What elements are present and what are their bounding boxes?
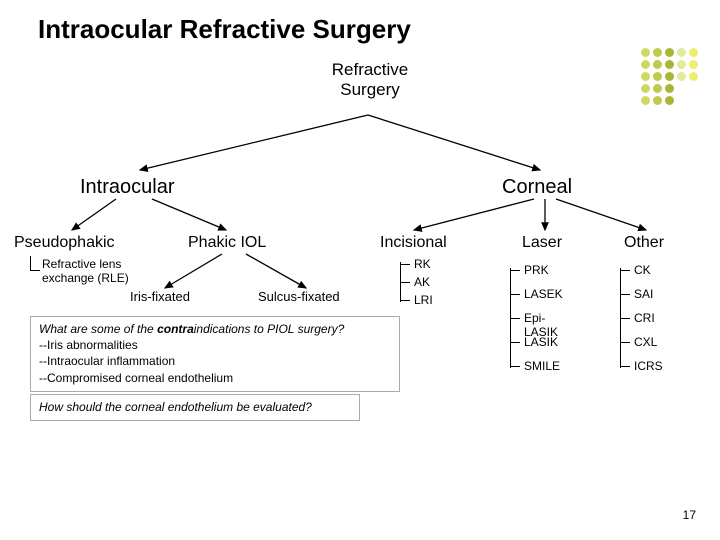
page-number: 17	[683, 508, 696, 522]
node-incisional: Incisional	[380, 234, 447, 252]
decor-dot	[653, 96, 662, 105]
node-pseudophakic: Pseudophakic	[14, 234, 115, 252]
bracket-h	[510, 366, 520, 367]
node-laser: Laser	[522, 234, 562, 252]
decor-dot	[677, 48, 686, 57]
decor-dot	[641, 96, 650, 105]
node-root: RefractiveSurgery	[310, 60, 430, 99]
bracket-h	[620, 270, 630, 271]
decor-dot	[641, 72, 650, 81]
node-sulcus-fixated: Sulcus-fixated	[258, 290, 340, 305]
qa1-question: What are some of the contraindications t…	[39, 321, 391, 337]
decor-dot	[641, 48, 650, 57]
decor-dot	[641, 84, 650, 93]
qa1-q-suffix: indications to PIOL surgery?	[194, 322, 345, 336]
decor-dot	[653, 48, 662, 57]
decor-dot	[665, 84, 674, 93]
decor-dot	[665, 72, 674, 81]
decor-dot-grid	[641, 48, 698, 105]
list-item: LRI	[414, 294, 433, 308]
decor-dot	[665, 60, 674, 69]
decor-dot	[665, 96, 674, 105]
list-item: SMILE	[524, 360, 560, 374]
decor-dot	[677, 60, 686, 69]
list-item: AK	[414, 276, 430, 290]
list-item: PRK	[524, 264, 549, 278]
bracket-rle-h	[30, 270, 40, 271]
list-item: LASEK	[524, 288, 563, 302]
node-intraocular: Intraocular	[80, 176, 175, 199]
bracket-h	[620, 318, 630, 319]
list-item: LASIK	[524, 336, 558, 350]
qa-box-2: How should the corneal endothelium be ev…	[30, 394, 360, 421]
bracket-h	[510, 318, 520, 319]
decor-dot	[689, 60, 698, 69]
decor-dot	[653, 84, 662, 93]
qa1-q-bold: contra	[157, 322, 194, 336]
node-corneal: Corneal	[502, 176, 572, 199]
bracket-rle-v	[30, 256, 31, 270]
decor-dot	[689, 72, 698, 81]
bracket-h	[510, 270, 520, 271]
qa-box-1: What are some of the contraindications t…	[30, 316, 400, 392]
node-other: Other	[624, 234, 664, 252]
decor-dot	[641, 60, 650, 69]
bracket-h	[620, 342, 630, 343]
list-item: ICRS	[634, 360, 663, 374]
node-phakic-iol: Phakic IOL	[188, 234, 266, 252]
bracket-h	[400, 282, 410, 283]
bracket-h	[510, 294, 520, 295]
bracket-h	[400, 300, 410, 301]
node-rle: Refractive lensexchange (RLE)	[42, 258, 129, 286]
list-item: RK	[414, 258, 431, 272]
slide-title: Intraocular Refractive Surgery	[38, 14, 411, 45]
list-item: SAI	[634, 288, 653, 302]
qa1-answer-1: --Intraocular inflammation	[39, 353, 391, 369]
decor-dot	[665, 48, 674, 57]
qa1-q-prefix: What are some of the	[39, 322, 157, 336]
decor-dot	[653, 60, 662, 69]
qa2-question: How should the corneal endothelium be ev…	[39, 400, 312, 414]
bracket-h	[400, 264, 410, 265]
bracket-h	[510, 342, 520, 343]
list-item: CRI	[634, 312, 655, 326]
decor-dot	[677, 72, 686, 81]
bracket-h	[620, 294, 630, 295]
qa1-answer-2: --Compromised corneal endothelium	[39, 370, 391, 386]
list-item: CK	[634, 264, 651, 278]
decor-dot	[689, 48, 698, 57]
list-item: CXL	[634, 336, 657, 350]
bracket-h	[620, 366, 630, 367]
decor-dot	[653, 72, 662, 81]
qa1-answer-0: --Iris abnormalities	[39, 337, 391, 353]
node-iris-fixated: Iris-fixated	[130, 290, 190, 305]
